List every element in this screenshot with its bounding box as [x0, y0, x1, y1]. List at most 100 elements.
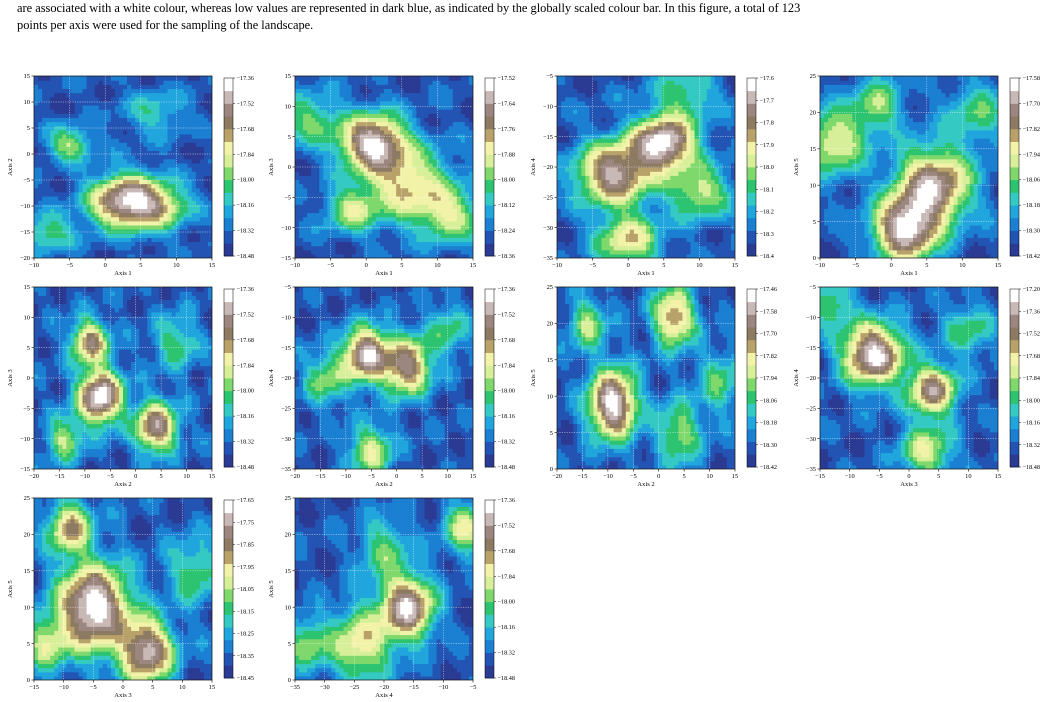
contour-cell [86, 237, 92, 243]
contour-cell [167, 171, 173, 176]
contour-cell [420, 88, 426, 94]
contour-cell [339, 150, 345, 156]
contour-cell [420, 241, 426, 247]
contour-cell [335, 80, 341, 85]
contour-cell [155, 204, 161, 209]
contour-cell [468, 162, 473, 168]
contour-cell [179, 233, 185, 238]
contour-cell [605, 200, 611, 205]
contour-cell [670, 191, 675, 197]
contour-cell [464, 253, 470, 258]
contour-cell [359, 92, 365, 98]
contour-cell [637, 200, 643, 205]
contour-cell [416, 129, 422, 135]
contour-cell [42, 253, 47, 258]
contour-cell [448, 171, 454, 176]
contour-cell [295, 253, 300, 258]
contour-cell [131, 229, 136, 234]
contour-cell [58, 100, 63, 106]
contour-cell [379, 162, 385, 168]
contour-cell [400, 92, 405, 98]
contour-cell [118, 154, 124, 160]
contour-cell [335, 175, 341, 181]
contour-cell [375, 76, 381, 81]
contour-cell [199, 212, 205, 218]
contour-cell [191, 237, 197, 243]
contour-cell [74, 104, 80, 110]
contour-cell [311, 154, 316, 160]
contour-cell [416, 187, 422, 193]
contour-cell [343, 146, 349, 152]
contour-cell [175, 125, 181, 131]
contour-cell [678, 183, 684, 189]
contour-cell [327, 183, 333, 189]
contour-cell [307, 92, 312, 98]
contour-cell [191, 220, 197, 226]
contour-cell [147, 167, 152, 172]
contour-cell [730, 224, 735, 230]
contour-cell [702, 208, 708, 214]
contour-cell [106, 80, 112, 85]
contour-cell [311, 195, 316, 201]
contour-cell [323, 179, 328, 185]
contour-cell [131, 212, 136, 218]
contour-cell [464, 245, 470, 251]
contour-cell [46, 84, 51, 90]
contour-cell [123, 109, 128, 114]
contour-cell [464, 104, 470, 110]
contour-cell [70, 121, 76, 127]
contour-cell [167, 200, 173, 205]
contour-cell [388, 233, 393, 238]
contour-cell [42, 121, 47, 127]
contour-cell [686, 249, 692, 255]
contour-cell [110, 241, 116, 247]
contour-cell [347, 138, 353, 143]
contour-cell [82, 80, 88, 85]
contour-cell [175, 100, 181, 106]
contour-cell [573, 167, 578, 172]
contour-cell [42, 142, 47, 147]
contour-cell [468, 187, 473, 193]
contour-cell [78, 76, 84, 81]
contour-cell [74, 154, 80, 160]
contour-cell [666, 179, 671, 185]
contour-cell [106, 76, 112, 81]
contour-cell [456, 92, 462, 98]
contour-cell [34, 229, 39, 234]
contour-cell [367, 249, 373, 255]
contour-cell [106, 233, 112, 238]
contour-cell [187, 220, 193, 226]
contour-cell [123, 88, 128, 94]
contour-cell [351, 158, 357, 164]
contour-cell [637, 175, 643, 181]
contour-cell [311, 249, 316, 255]
contour-cell [714, 253, 720, 258]
contour-cell [183, 76, 189, 81]
contour-cell [127, 150, 132, 156]
contour-cell [86, 179, 92, 185]
contour-cell [70, 146, 76, 152]
contour-cell [424, 191, 430, 197]
contour-cell [42, 154, 47, 160]
contour-cell [585, 216, 590, 222]
x-tick-label: 0 [365, 262, 368, 269]
contour-cell [448, 154, 454, 160]
contour-cell [159, 150, 165, 156]
contour-cell [436, 162, 442, 168]
contour-cell [94, 183, 100, 189]
contour-cell [646, 191, 651, 197]
contour-cell [199, 208, 205, 214]
contour-cell [74, 191, 80, 197]
contour-cell [127, 142, 132, 147]
contour-cell [339, 100, 345, 106]
contour-cell [396, 253, 401, 258]
contour-cell [561, 233, 566, 238]
contour-cell [371, 88, 377, 94]
contour-cell [127, 100, 132, 106]
contour-cell [460, 100, 466, 106]
contour-cell [698, 229, 704, 234]
contour-cell [718, 204, 724, 209]
contour-cell [416, 220, 422, 226]
contour-cell [412, 200, 417, 205]
contour-cell [175, 88, 181, 94]
